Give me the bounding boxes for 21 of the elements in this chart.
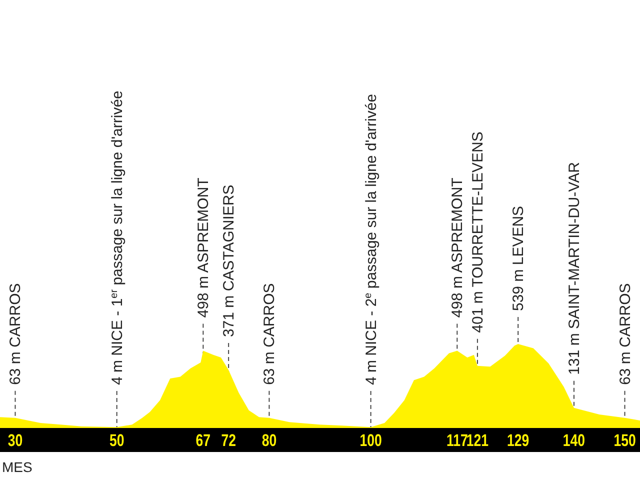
- x-tick-label: 140: [562, 432, 586, 450]
- x-tick-label: 129: [507, 432, 530, 450]
- annotation: 63 m CARROS: [616, 283, 634, 385]
- annotation: 498 m ASPREMONT: [195, 178, 212, 318]
- x-tick-label: 100: [360, 432, 382, 450]
- annotation: 539 m LEVENS: [510, 206, 528, 311]
- x-tick-label: 67: [196, 432, 211, 450]
- annotation: 63 m CARROS: [7, 283, 24, 385]
- annotation: 131 m SAINT-MARTIN-DU-VAR: [566, 162, 583, 375]
- x-tick-label: 30: [8, 432, 23, 450]
- x-axis-title: MES: [2, 459, 32, 475]
- annotation: 401 m TOURRETTE-LEVENS: [469, 132, 486, 333]
- x-tick-label: 72: [221, 432, 236, 450]
- x-tick-label: 80: [262, 432, 277, 450]
- annotation: 63 m CARROS: [261, 283, 278, 385]
- x-tick-label: 117: [446, 432, 468, 450]
- x-tick-label: 50: [109, 432, 124, 450]
- annotation: 371 m CASTAGNIERS: [220, 184, 238, 338]
- x-tick-label: 121: [466, 432, 489, 450]
- x-tick-label: 150: [614, 432, 636, 450]
- annotation: 498 m ASPREMONT: [449, 178, 466, 318]
